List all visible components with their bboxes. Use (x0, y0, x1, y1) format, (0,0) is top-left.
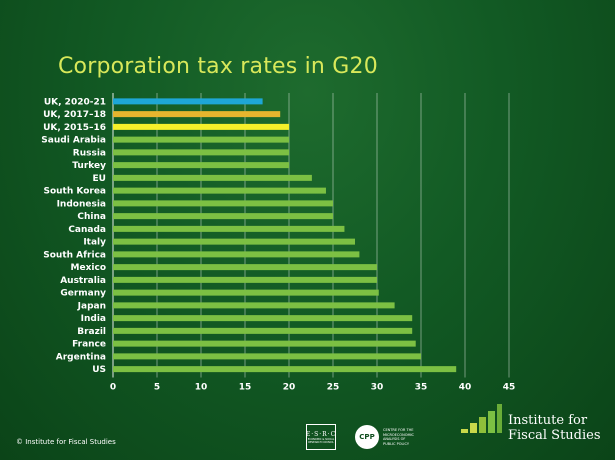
bar (113, 149, 289, 156)
bar (113, 238, 355, 245)
x-tick-label: 0 (110, 383, 116, 393)
bar (113, 276, 377, 283)
category-label: EU (93, 174, 106, 184)
bar (113, 225, 345, 232)
bar (113, 302, 395, 309)
esrc-logo-subtitle: ECONOMIC & SOCIAL RESEARCH COUNCIL (307, 437, 335, 444)
category-label: Australia (60, 276, 106, 286)
bar (113, 366, 457, 373)
x-tick-label: 25 (327, 383, 340, 393)
bar (113, 187, 326, 194)
esrc-logo-letters: E·S·R·C (305, 430, 337, 438)
bar (113, 213, 333, 220)
ifs-name-line: Institute for (508, 413, 588, 428)
bars (113, 98, 457, 373)
x-tick-label: 45 (503, 383, 516, 393)
cpp-logo: CPP (355, 425, 379, 449)
category-label: France (72, 340, 106, 350)
bar (113, 98, 263, 105)
ifs-logo-icon (461, 404, 502, 433)
category-label: South Africa (43, 250, 106, 260)
category-label: Italy (83, 238, 106, 248)
cpp-text-line: PUBLIC POLICY (383, 441, 409, 446)
cpp-logo-text: CENTRE FOR THE MICROECONOMIC ANALYSIS OF… (383, 428, 414, 446)
category-label: Indonesia (57, 199, 106, 209)
category-label: UK, 2020-21 (44, 97, 106, 107)
bar (113, 327, 413, 334)
category-label: Mexico (71, 263, 106, 273)
category-label: US (92, 365, 106, 375)
category-label: Turkey (72, 161, 106, 171)
bar-chart: UK, 2020-21 UK, 2017–18 UK, 2015–16 Saudi A… (41, 93, 515, 393)
category-label: Argentina (56, 352, 106, 362)
bar (113, 340, 416, 347)
bar (113, 289, 379, 296)
category-label: Russia (73, 148, 106, 158)
bar (113, 264, 377, 271)
cpp-text-line: CENTRE FOR THE (383, 428, 414, 432)
bar (113, 251, 360, 258)
x-tick-label: 20 (283, 383, 296, 393)
category-label: South Korea (43, 187, 106, 197)
category-label: UK, 2017–18 (43, 110, 106, 120)
x-tick-label: 30 (371, 383, 384, 393)
bar (113, 111, 281, 118)
cpp-text-line: ANALYSIS OF (383, 437, 406, 441)
grid-lines (112, 93, 510, 378)
copyright-text: © Institute for Fiscal Studies (16, 438, 116, 446)
bar (113, 174, 312, 181)
category-label: Germany (60, 289, 106, 299)
bar (113, 353, 421, 360)
ifs-logo-text: Institute for Fiscal Studies (508, 413, 601, 443)
bar (113, 162, 289, 169)
category-label: Japan (77, 301, 106, 311)
category-label: India (81, 314, 106, 324)
bar (113, 136, 289, 143)
x-tick-label: 5 (154, 383, 160, 393)
tick-labels: 0 5 10 15 20 25 30 35 40 45 (110, 383, 515, 393)
category-label: Brazil (77, 327, 106, 337)
category-label: China (77, 212, 106, 222)
cpp-text-line: MICROECONOMIC (383, 432, 414, 437)
x-tick-label: 35 (415, 383, 428, 393)
bar (113, 200, 333, 207)
category-labels: UK, 2020-21 UK, 2017–18 UK, 2015–16 Saudi A… (41, 97, 106, 375)
x-tick-label: 40 (459, 383, 472, 393)
chart-title: Corporation tax rates in G20 (58, 54, 378, 79)
x-tick-label: 15 (239, 383, 252, 393)
bar (113, 123, 289, 130)
bar (113, 315, 413, 322)
ifs-name-line: Fiscal Studies (508, 428, 601, 443)
category-label: UK, 2015–16 (43, 123, 106, 133)
esrc-logo: E·S·R·C ECONOMIC & SOCIAL RESEARCH COUNC… (306, 424, 336, 450)
x-tick-label: 10 (195, 383, 208, 393)
category-label: Saudi Arabia (41, 136, 106, 146)
category-label: Canada (68, 225, 106, 235)
